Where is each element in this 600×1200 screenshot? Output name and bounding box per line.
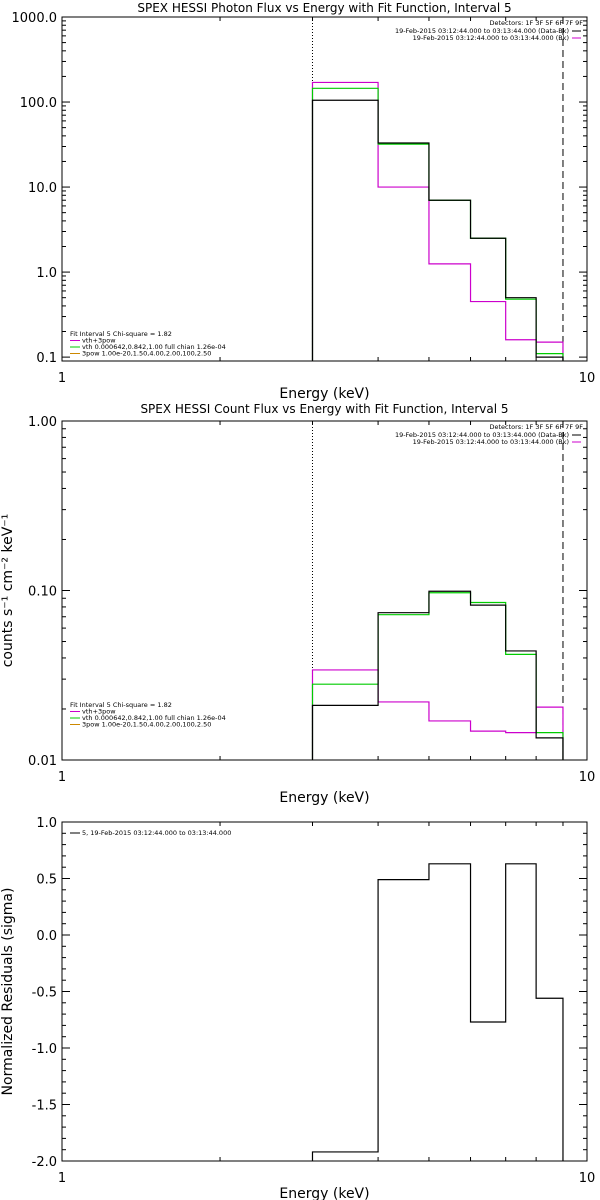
y-tick-label: -1.0: [32, 1042, 57, 1057]
legend-entry: vth+3pow: [82, 337, 116, 345]
y-tick-label: 100.0: [20, 96, 57, 111]
series-data-histogram: [311, 590, 564, 760]
plot-frame: [61, 420, 588, 761]
legend-entry: 3pow 1.00e-20,1.50,4.00,2.00,100,2.50: [82, 350, 211, 358]
x-axis-title: Energy (keV): [279, 790, 369, 806]
series-bk-histogram: [311, 81, 564, 361]
y-tick-label: 1.0: [36, 816, 57, 831]
y-tick-label: 1.00: [28, 415, 57, 430]
x-axis-title: Energy (keV): [279, 386, 369, 402]
legend-entry: 19-Feb-2015 03:12:44.000 to 03:13:44.000…: [413, 34, 569, 42]
y-tick-label: 0.10: [28, 585, 57, 600]
chart-title: SPEX HESSI Photon Flux vs Energy with Fi…: [137, 1, 511, 15]
legend-entry: vth 0.000642,0.842,1.00 full chian 1.26e…: [82, 343, 226, 351]
legend-entry: 19-Feb-2015 03:12:44.000 to 03:13:44.000…: [413, 438, 569, 446]
y-tick-label: 10.0: [28, 181, 57, 196]
y-tick-label: 1.0: [36, 266, 57, 281]
y-tick-label: 0.01: [28, 754, 57, 769]
panel-3: Energy (keV) Normalized Residuals (sigma)…: [0, 816, 595, 1200]
chart-title: SPEX HESSI Count Flux vs Energy with Fit…: [140, 402, 508, 416]
legend-entry: 3pow 1.00e-20,1.50,4.00,2.00,100,2.50: [82, 721, 211, 729]
y-tick-label: -0.5: [32, 986, 57, 1001]
plot-frame: [61, 821, 588, 1162]
y-tick-label: 0.0: [36, 929, 57, 944]
x-tick-label: 1: [58, 770, 66, 785]
detectors-label: Detectors: 1F 3F 5F 6F 7F 9F: [489, 19, 583, 27]
legend-entry: 19-Feb-2015 03:12:44.000 to 03:13:44.000…: [395, 27, 569, 35]
series-bk-histogram: [311, 669, 564, 760]
y-axis-title: Normalized Residuals (sigma): [0, 888, 16, 1096]
y-tick-label: -1.5: [32, 1099, 57, 1114]
legend-entry: vth+3pow: [82, 708, 116, 716]
series-fit-histogram: [311, 592, 564, 760]
x-tick-label: 10: [579, 1171, 596, 1186]
x-tick-label: 10: [579, 770, 596, 785]
detectors-label: Detectors: 1F 3F 5F 6F 7F 9F: [489, 423, 583, 431]
legend-entry: 19-Feb-2015 03:12:44.000 to 03:13:44.000…: [395, 431, 569, 439]
x-tick-label: 1: [58, 371, 66, 386]
legend-entry: Fit Interval 5 Chi-square = 1.82: [70, 701, 172, 709]
y-tick-label: -2.0: [32, 1155, 57, 1170]
series-data-histogram: [311, 863, 564, 1161]
y-tick-label: 0.5: [36, 873, 57, 888]
y-tick-label: 0.1: [36, 351, 57, 366]
x-axis-title: Energy (keV): [279, 1186, 369, 1200]
panel-1: SPEX HESSI Photon Flux vs Energy with Fi…: [12, 1, 596, 402]
x-tick-label: 1: [58, 1171, 66, 1186]
legend-entry: vth 0.000642,0.842,1.00 full chian 1.26e…: [82, 714, 226, 722]
x-tick-label: 10: [579, 371, 596, 386]
plot-frame: [61, 16, 588, 362]
legend-entry: Fit Interval 5 Chi-square = 1.82: [70, 330, 172, 338]
y-tick-label: 1000.0: [12, 11, 58, 26]
legend-entry: 5, 19-Feb-2015 03:12:44.000 to 03:13:44.…: [82, 829, 231, 837]
panel-2: SPEX HESSI Count Flux vs Energy with Fit…: [0, 402, 595, 806]
series-fit-histogram: [311, 87, 564, 361]
y-axis-title: counts s⁻¹ cm⁻² keV⁻¹: [0, 514, 16, 668]
series-data-histogram: [311, 99, 564, 361]
